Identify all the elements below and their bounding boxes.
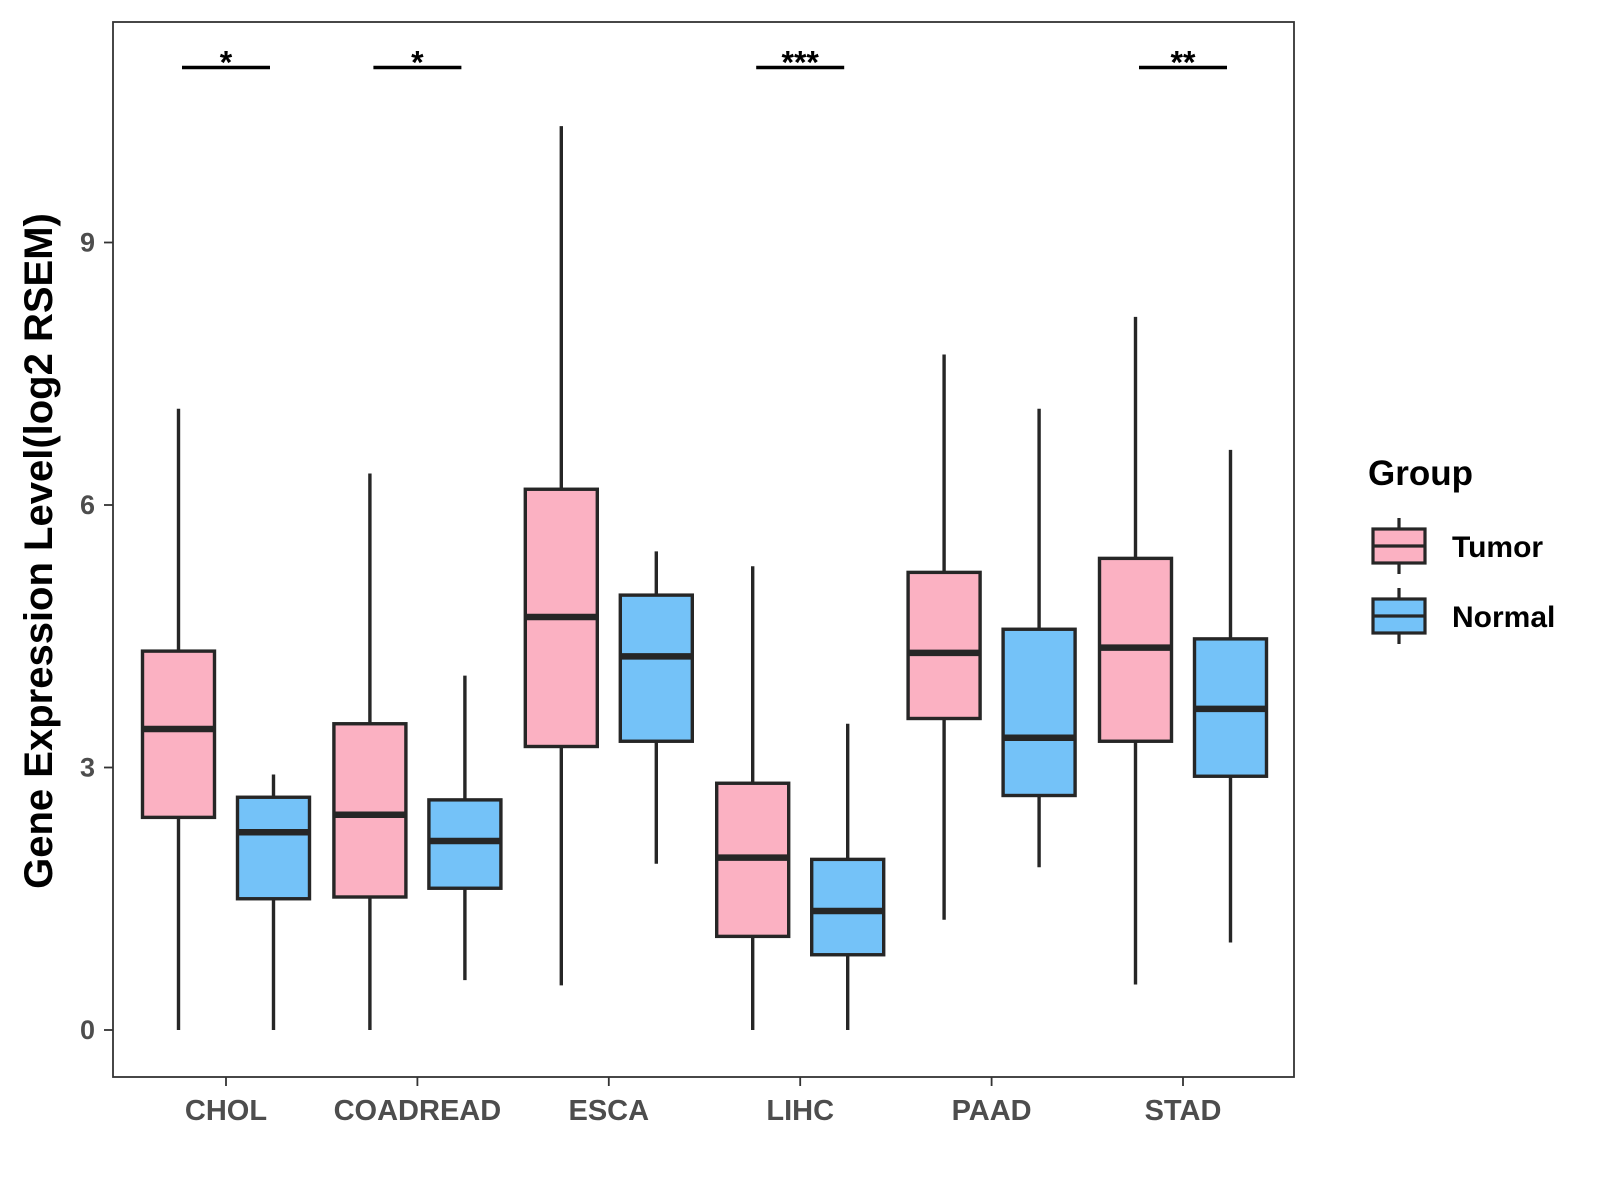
box-iqr <box>140 649 217 820</box>
significance-stad: ** <box>1139 45 1227 81</box>
box-iqr <box>810 857 886 957</box>
x-tick-label-coadread: COADREAD <box>334 1095 502 1127</box>
panel-border <box>112 21 1295 1078</box>
significance-label: ** <box>1171 45 1196 81</box>
y-axis-title: Gene Expression Level(log2 RSEM) <box>17 213 61 889</box>
box-iqr <box>235 795 312 901</box>
y-tick-label: 0 <box>80 1015 95 1045</box>
box-tumor-coadread <box>332 473 408 1030</box>
box-iqr <box>906 570 982 721</box>
plot-area: * * *** ** <box>140 45 1269 1030</box>
box-iqr <box>332 722 408 899</box>
y-tick-label: 3 <box>80 753 95 783</box>
x-tick-label-paad: PAAD <box>952 1095 1032 1127</box>
legend-title: Group <box>1368 454 1473 493</box>
legend-item-tumor: Tumor <box>1371 518 1543 574</box>
box-tumor-paad <box>906 354 982 920</box>
box-iqr <box>618 593 694 743</box>
box-iqr <box>1001 627 1077 798</box>
significance-lihc: *** <box>756 45 845 81</box>
x-tick-label-chol: CHOL <box>185 1095 267 1127</box>
y-axis: 0 3 6 9 <box>80 228 113 1045</box>
legend-label: Tumor <box>1452 531 1543 564</box>
legend-label: Normal <box>1452 601 1555 634</box>
box-normal-chol <box>235 774 312 1030</box>
significance-label: * <box>411 45 424 81</box>
box-normal-esca <box>618 551 694 864</box>
significance-chol: * <box>182 45 270 81</box>
significance-label: *** <box>782 45 820 81</box>
x-tick-label-stad: STAD <box>1145 1095 1222 1127</box>
box-tumor-lihc <box>715 566 791 1030</box>
box-normal-coadread <box>427 675 503 981</box>
significance-coadread: * <box>373 45 462 81</box>
x-tick-label-lihc: LIHC <box>766 1095 834 1127</box>
box-normal-lihc <box>810 723 886 1030</box>
significance-label: * <box>220 45 233 81</box>
y-tick-label: 6 <box>80 490 95 520</box>
legend-item-normal: Normal <box>1371 588 1555 644</box>
x-axis: CHOL COADREAD ESCA LIHC PAAD STAD <box>185 1077 1221 1127</box>
x-tick-label-esca: ESCA <box>569 1095 650 1127</box>
legend: Group Tumor Normal <box>1368 454 1555 644</box>
box-tumor-chol <box>140 408 217 1030</box>
y-tick-label: 9 <box>80 228 95 258</box>
box-tumor-esca <box>523 126 599 986</box>
box-normal-stad <box>1192 449 1269 943</box>
box-tumor-stad <box>1097 316 1174 985</box>
box-normal-paad <box>1001 408 1077 868</box>
